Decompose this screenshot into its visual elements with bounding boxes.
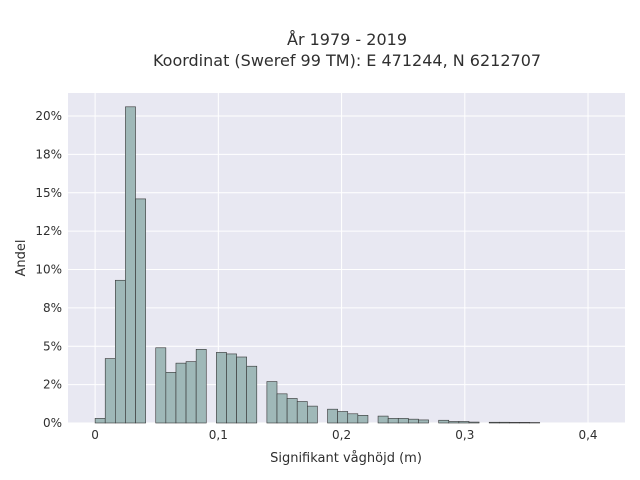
histogram-bar-15	[276, 393, 288, 424]
histogram-bar-20	[337, 411, 349, 424]
histogram-bar-1	[104, 358, 116, 424]
histogram-bar-32	[488, 421, 500, 424]
y-tick-label-8: 20%	[35, 109, 62, 123]
histogram-bar-31	[468, 421, 480, 424]
histogram-bar-9	[195, 349, 207, 424]
histogram-bar-13	[246, 365, 258, 424]
histogram-bar-3	[125, 106, 136, 424]
x-tick-label-4: 0,4	[578, 428, 597, 442]
histogram-bar-14	[266, 381, 278, 424]
histogram-bar-27	[418, 419, 429, 424]
histogram-bar-5	[155, 347, 167, 424]
histogram-bar-6	[165, 372, 177, 424]
histogram-bar-25	[397, 418, 409, 424]
x-tick-label-3: 0,3	[455, 428, 474, 442]
y-tick-label-7: 18%	[35, 147, 62, 161]
histogram-bar-26	[408, 418, 419, 424]
plot-area	[68, 93, 625, 423]
histogram-bar-24	[387, 418, 399, 424]
histogram-bars	[94, 106, 541, 424]
histogram-bar-0	[94, 418, 106, 424]
histogram-bar-35	[519, 422, 530, 424]
y-axis-label: Andel	[14, 240, 29, 277]
y-tick-label-3: 8%	[43, 301, 62, 315]
y-axis-ticks: 0% 2% 5% 8% 10% 12% 15% 18% 20%	[35, 109, 62, 430]
histogram-bar-11	[226, 353, 237, 424]
histogram-bar-4	[135, 198, 146, 424]
histogram-bar-7	[175, 362, 187, 424]
histogram-bar-2	[115, 279, 126, 424]
x-axis-ticks: 0 0,1 0,2 0,3 0,4	[91, 428, 597, 442]
histogram-bar-12	[236, 356, 247, 424]
histogram-bar-29	[448, 421, 460, 424]
y-tick-label-2: 5%	[43, 339, 62, 353]
histogram-bar-10	[216, 352, 227, 424]
histogram-bar-22	[357, 415, 369, 424]
chart-title-line-2: Koordinat (Sweref 99 TM): E 471244, N 62…	[153, 51, 541, 70]
histogram-bar-17	[296, 401, 308, 424]
y-tick-label-5: 12%	[35, 224, 62, 238]
y-tick-label-1: 2%	[43, 378, 62, 392]
histogram-bar-8	[185, 361, 197, 424]
histogram-bar-34	[509, 422, 520, 424]
histogram-bar-19	[327, 408, 338, 424]
y-tick-label-0: 0%	[43, 416, 62, 430]
histogram-bar-33	[499, 421, 510, 424]
histogram-bar-18	[307, 405, 318, 424]
y-tick-label-4: 10%	[35, 263, 62, 277]
x-tick-label-1: 0,1	[209, 428, 228, 442]
histogram-bar-23	[377, 415, 389, 424]
histogram-bar-28	[438, 419, 450, 424]
x-tick-label-2: 0,2	[332, 428, 351, 442]
histogram-bar-16	[286, 398, 298, 424]
histogram-bar-30	[458, 421, 470, 424]
y-tick-label-6: 15%	[35, 186, 62, 200]
histogram-bar-21	[347, 413, 359, 424]
chart-title-line-1: År 1979 - 2019	[287, 30, 407, 49]
x-tick-label-0: 0	[91, 428, 99, 442]
x-axis-label: Signifikant våghöjd (m)	[270, 451, 422, 466]
